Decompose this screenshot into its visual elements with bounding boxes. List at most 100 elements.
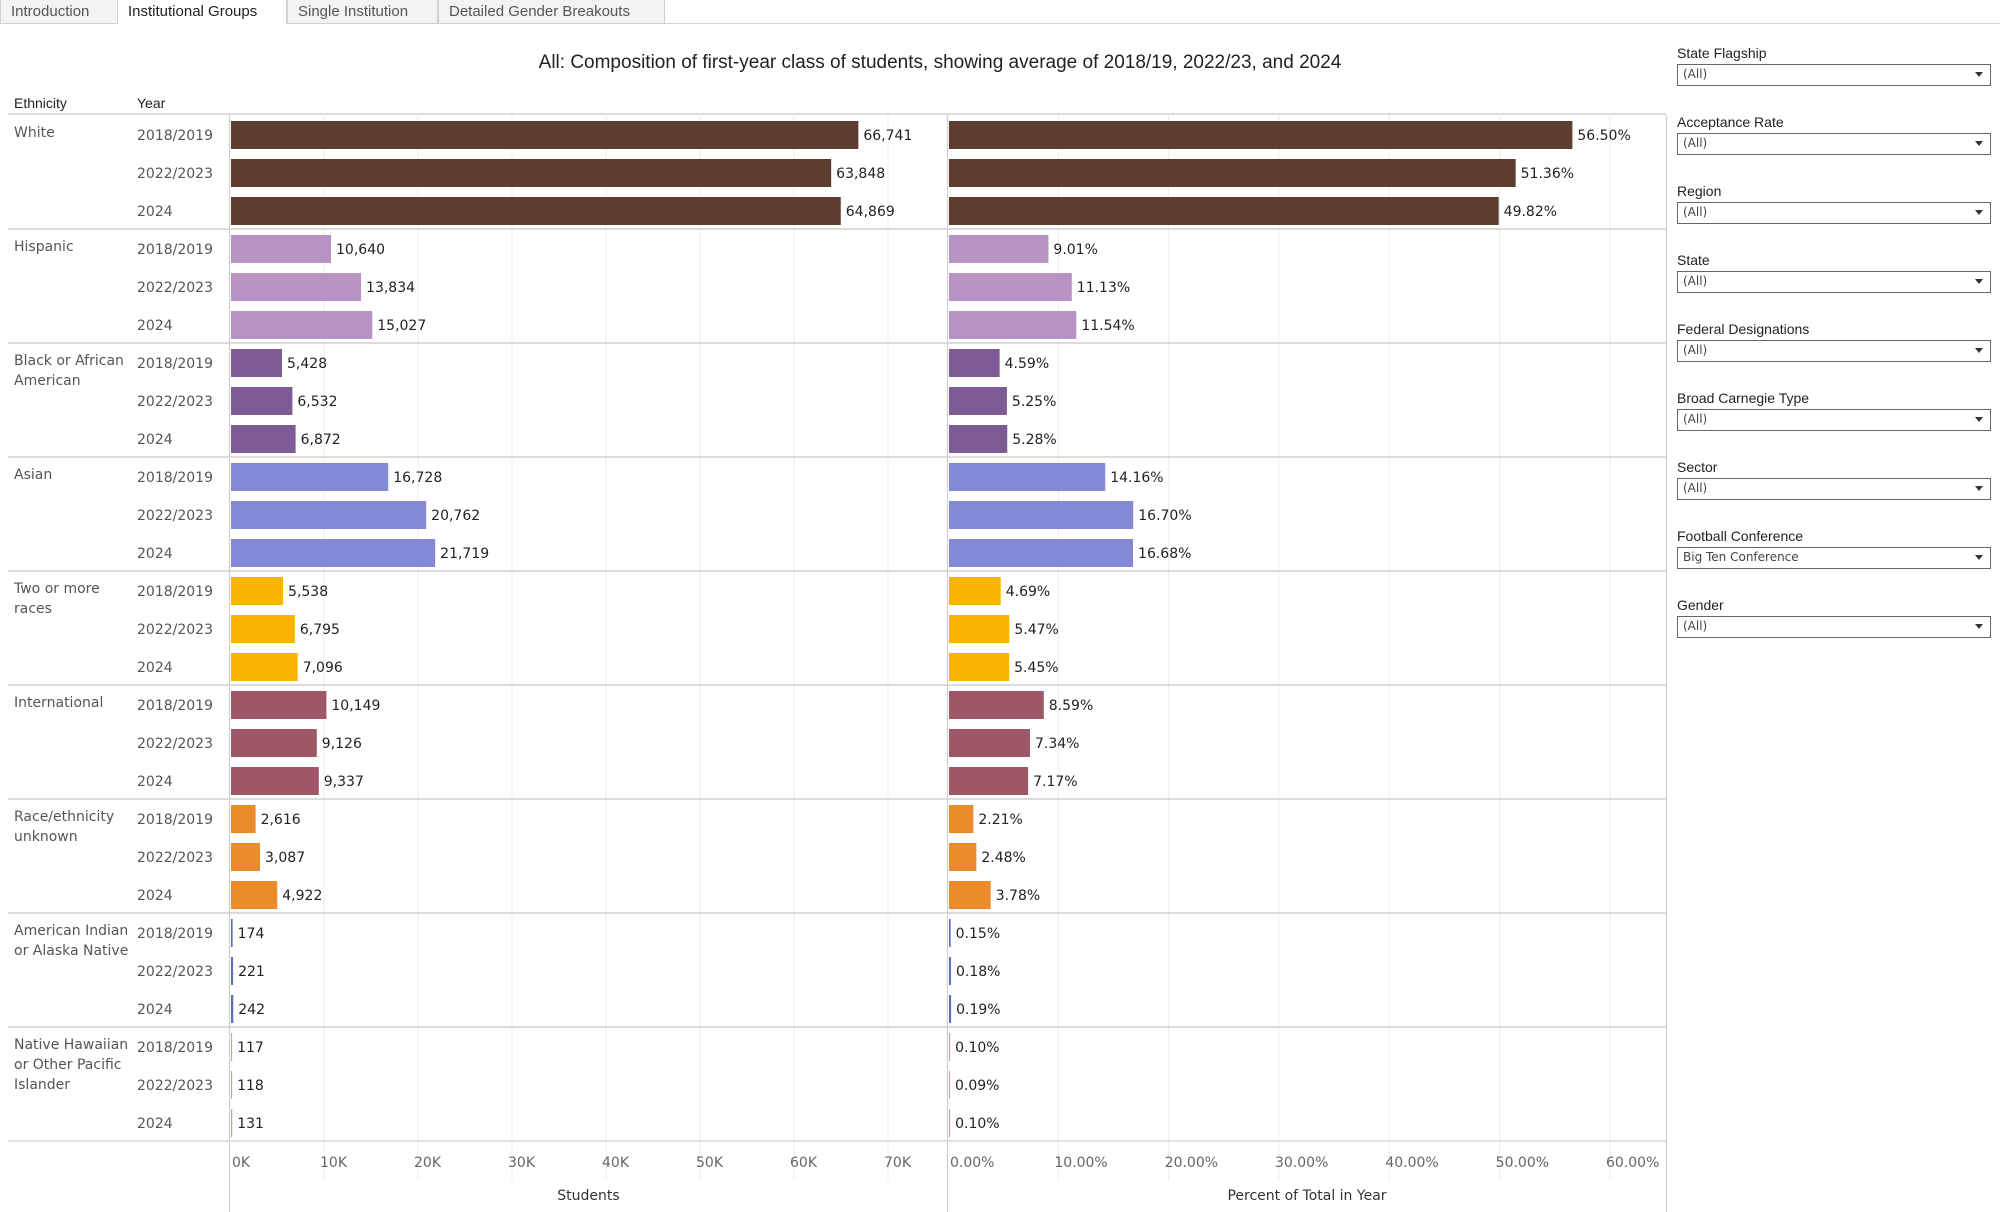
filter-state-flagship: State Flagship (All) [1677,44,1991,86]
tab-introduction[interactable]: Introduction [0,0,118,24]
data-label-percent: 0.18% [956,964,1000,980]
bar-students [231,995,234,1023]
year-label: 2022/2023 [137,622,213,638]
data-label-students: 242 [238,1002,265,1018]
ethnicity-label: White [14,125,55,141]
filter-label: State [1677,252,1710,268]
data-label-students: 21,719 [440,546,489,562]
bar-students [231,501,427,529]
data-label-students: 5,538 [288,584,328,600]
football-conference-dropdown[interactable]: Big Ten Conference [1677,547,1991,569]
year-label: 2022/2023 [137,850,213,866]
bar-percent [949,767,1029,795]
data-label-students: 9,126 [322,736,362,752]
federal-designations-dropdown[interactable]: (All) [1677,340,1991,362]
bar-students [231,425,296,453]
axis-layer: 0K 10K 20K 30K 40K 50K 60K 70K Students 0.00% 10.0… [232,1155,1659,1204]
ethnicity-label: Asian [14,467,52,483]
bar-students [231,273,362,301]
data-label-percent: 0.09% [955,1078,999,1094]
broad-carnegie-type-dropdown[interactable]: (All) [1677,409,1991,431]
data-label-students: 10,149 [331,698,380,714]
dropdown-value: (All) [1683,205,1708,219]
bar-percent [949,919,951,947]
year-label: 2024 [137,1002,173,1018]
bar-students [231,805,256,833]
year-label: 2024 [137,1116,173,1132]
bar-percent [949,121,1573,149]
data-label-percent: 8.59% [1049,698,1093,714]
acceptance-rate-dropdown[interactable]: (All) [1677,133,1991,155]
chevron-down-icon [1975,279,1983,284]
data-label-students: 15,027 [377,318,426,334]
ethnicity-label: or Other Pacific [14,1057,121,1073]
year-label: 2018/2019 [137,1040,213,1056]
bar-percent [949,387,1007,415]
bar-percent [949,729,1030,757]
x-tick-label: 30K [508,1155,536,1171]
bar-percent [949,273,1072,301]
filter-football-conference: Football Conference Big Ten Conference [1677,527,1991,569]
dropdown-value: (All) [1683,412,1708,426]
chevron-down-icon [1975,210,1983,215]
bar-percent [949,197,1499,225]
data-label-students: 117 [237,1040,264,1056]
region-dropdown[interactable]: (All) [1677,202,1991,224]
state-dropdown[interactable]: (All) [1677,271,1991,293]
filter-label: Gender [1677,597,1724,613]
ethnicity-label: American Indian [14,923,128,939]
dropdown-value: Big Ten Conference [1683,550,1799,564]
bar-percent [949,311,1077,339]
filter-label: State Flagship [1677,45,1767,61]
tab-detailed-gender-breakouts[interactable]: Detailed Gender Breakouts [438,0,665,24]
bar-students [231,577,284,605]
bar-students [231,843,261,871]
bar-percent [949,691,1044,719]
ethnicity-label: Two or more [13,581,100,597]
data-label-students: 13,834 [366,280,415,296]
x-tick-label: 20.00% [1165,1155,1218,1171]
data-label-percent: 11.54% [1081,318,1134,334]
filter-federal-designations: Federal Designations (All) [1677,320,1991,362]
ethnicity-label: American [14,373,81,389]
ethnicity-label: Race/ethnicity [14,809,114,825]
ethnicity-label: International [14,695,103,711]
year-label: 2018/2019 [137,926,213,942]
filter-label: Football Conference [1677,528,1804,544]
chevron-down-icon [1975,141,1983,146]
labels-layer: White 2018/2019 66,741 56.50% 2022/2023 63,84… [13,125,1631,1132]
bar-students [231,919,233,947]
bar-percent [949,995,952,1023]
bar-students [231,311,373,339]
ethnicity-label: races [14,601,52,617]
data-label-students: 118 [237,1078,264,1094]
data-label-percent: 7.34% [1035,736,1079,752]
data-label-percent: 16.68% [1138,546,1191,562]
bar-students [231,463,389,491]
year-label: 2018/2019 [137,356,213,372]
year-label: 2022/2023 [137,1078,213,1094]
tab-institutional-groups[interactable]: Institutional Groups [117,0,287,25]
year-label: 2024 [137,546,173,562]
tab-single-institution[interactable]: Single Institution [287,0,438,24]
data-label-percent: 56.50% [1577,128,1630,144]
year-label: 2024 [137,432,173,448]
x-tick-label: 50K [696,1155,724,1171]
bar-students [231,235,332,263]
chevron-down-icon [1975,72,1983,77]
bar-students [231,691,327,719]
filter-state: State (All) [1677,251,1991,293]
bar-percent [949,577,1001,605]
data-label-percent: 0.10% [955,1040,999,1056]
year-label: 2022/2023 [137,736,213,752]
x-tick-label: 60K [790,1155,818,1171]
data-label-percent: 0.10% [955,1116,999,1132]
sector-dropdown[interactable]: (All) [1677,478,1991,500]
filter-acceptance-rate: Acceptance Rate (All) [1677,113,1991,155]
dropdown-value: (All) [1683,274,1708,288]
state-flagship-dropdown[interactable]: (All) [1677,64,1991,86]
bar-percent [949,1071,950,1099]
data-label-percent: 5.28% [1012,432,1056,448]
gender-dropdown[interactable]: (All) [1677,616,1991,638]
bar-students [231,881,278,909]
